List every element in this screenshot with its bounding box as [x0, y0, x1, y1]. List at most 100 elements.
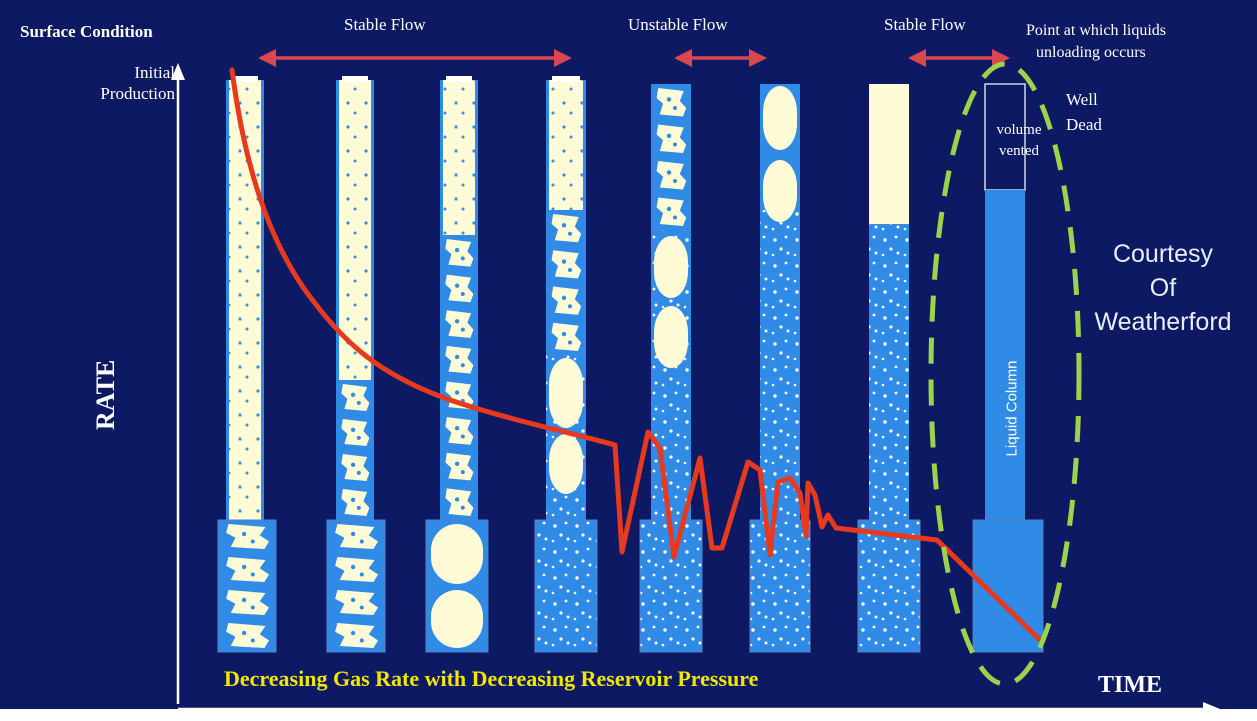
tube-5-slug-1 [654, 236, 688, 298]
unstable-flow-arrow-right-head [749, 49, 767, 67]
churn-dot [454, 247, 460, 253]
stable-flow-label-1: Stable Flow [344, 15, 426, 34]
churn-dot [460, 256, 465, 261]
tube-4-lower-bubbles [535, 520, 597, 652]
well-dead-line-1: Well [1066, 90, 1098, 109]
tube-3-cap [446, 76, 472, 82]
churn-dot [359, 539, 364, 544]
churn-dot [666, 97, 672, 102]
churn-dot [250, 605, 255, 610]
churn-dot [350, 392, 356, 397]
churn-dot [454, 461, 460, 466]
churn-dot [561, 331, 567, 337]
churn-dot [350, 427, 356, 432]
churn-dot [250, 539, 255, 544]
churn-dot [359, 605, 364, 610]
churn-gas-pocket [226, 623, 270, 648]
tube-5-slug-2 [654, 306, 688, 368]
tube-3-lower-slug-1 [431, 524, 483, 584]
tube-4-churn [546, 210, 586, 355]
volume-vented-line-2: vented [999, 143, 1039, 159]
initial-production-label: Initial Production [100, 62, 175, 104]
tube-7-gas-cap [869, 84, 909, 224]
churn-dot [350, 497, 356, 502]
churn-dot [359, 638, 364, 643]
churn-gas-pocket [656, 88, 687, 117]
churn-dot [561, 295, 567, 300]
churn-dot [350, 630, 356, 636]
tube-2-cap [342, 76, 368, 82]
volume-vented-line-1: volume [996, 122, 1042, 138]
tube-6-bubbles [760, 210, 800, 520]
tube-1-cap [232, 76, 258, 82]
surface-condition-label: Surface Condition [20, 22, 153, 41]
churn-gas-pocket [656, 161, 687, 190]
tube-6-slug-1 [763, 86, 797, 150]
churn-dot [241, 531, 247, 537]
churn-gas-pocket [445, 452, 474, 481]
well-dead-label: Well Dead [1066, 87, 1102, 137]
churn-dot [561, 259, 567, 264]
churn-gas-pocket [335, 623, 379, 648]
churn-gas-pocket [335, 524, 379, 549]
churn-dot [666, 133, 672, 139]
churn-dot [241, 564, 247, 570]
initial-production-line-1: Initial [134, 63, 175, 82]
churn-dot [350, 564, 356, 570]
churn-gas-pocket [656, 124, 687, 153]
churn-dot [568, 231, 572, 236]
churn-gas-pocket [341, 489, 370, 516]
churn-gas-pocket [341, 384, 370, 411]
churn-dot [356, 435, 361, 440]
churn-dot [250, 572, 255, 577]
tube-2-churn [336, 380, 374, 520]
mist-droplets [339, 80, 371, 380]
tube-2-mist [336, 80, 374, 380]
churn-dot [454, 354, 460, 360]
courtesy-line-1: Courtesy [1112, 240, 1214, 268]
churn-gas-pocket [551, 322, 582, 351]
churn-dot [454, 390, 460, 395]
churn-dot [568, 304, 572, 309]
tube-6-lower-bubbles [750, 520, 810, 652]
tube-4-slug-1 [549, 358, 583, 428]
churn-dot [350, 531, 356, 537]
tube-3-mist [440, 80, 478, 235]
churn-dot [460, 434, 465, 439]
churn-dot [454, 283, 460, 288]
stable-flow-arrow-2-right-head [992, 49, 1010, 67]
flow-arrows [258, 49, 1010, 67]
x-axis-label: TIME [1098, 672, 1163, 698]
churn-dot [350, 462, 356, 467]
churn-gas-pocket [445, 239, 474, 267]
churn-gas-pocket [445, 417, 474, 445]
churn-gas-pocket [551, 286, 582, 315]
tube-7-bubbles [869, 224, 909, 520]
churn-dot [666, 170, 672, 175]
tube-3-churn [440, 235, 478, 520]
tube-2-lower-outline [326, 519, 386, 653]
churn-dot [356, 470, 361, 475]
churn-dot [460, 327, 465, 332]
churn-dot [673, 105, 677, 110]
stable-flow-arrow-1-left-head [258, 49, 276, 67]
churn-dot [460, 470, 465, 475]
tube-4-slug-2 [549, 434, 583, 494]
mist-droplets [549, 80, 583, 210]
unstable-flow-label: Unstable Flow [628, 15, 728, 34]
churn-dot [356, 505, 361, 510]
churn-gas-pocket [341, 454, 370, 481]
churn-dot [250, 638, 255, 643]
churn-dot [568, 268, 572, 273]
courtesy-label: Courtesy Of Weatherford [1078, 237, 1248, 339]
churn-gas-pocket [445, 274, 474, 303]
tube-6-lower-outline [749, 519, 811, 653]
churn-gas-pocket [335, 557, 379, 582]
y-axis-arrowhead [171, 63, 185, 80]
tube-3-lower-slug-2 [431, 590, 483, 648]
stable-flow-label-2: Stable Flow [884, 15, 966, 34]
churn-dot [356, 400, 361, 405]
tube-2-lower-churn [327, 520, 385, 652]
